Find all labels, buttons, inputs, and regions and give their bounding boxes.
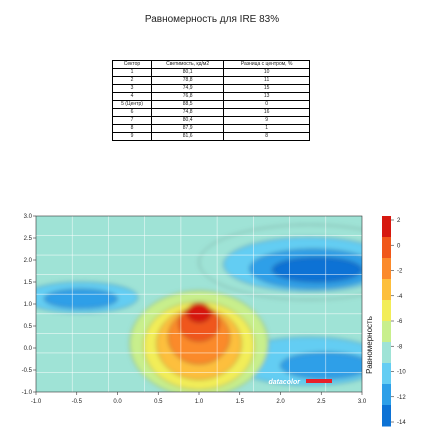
contour-region [272, 257, 362, 283]
colorbar-tick-label: 0 [397, 243, 401, 249]
svg-text:datacolor: datacolor [268, 379, 301, 386]
contour-region [186, 302, 212, 323]
colorbar-swatch [382, 279, 391, 301]
y-tick-label: 2.0 [24, 258, 33, 264]
colorbar-swatch [382, 258, 391, 280]
colorbar: 2 0 -2 -4 -6 -8 -10 -12 -14 [382, 216, 406, 427]
x-tick-label: 1.5 [236, 399, 245, 405]
y-tick-label: -0.5 [22, 368, 33, 374]
colorbar-tick-label: -12 [397, 395, 406, 401]
colorbar-tick-label: -14 [397, 420, 406, 426]
x-tick-label: 0.5 [154, 399, 163, 405]
colorbar-swatch [382, 216, 391, 238]
x-tick-label: 3.0 [358, 399, 367, 405]
y-tick-label: -1.0 [22, 390, 33, 396]
colorbar-label: Равномерность [365, 316, 374, 374]
y-tick-label: 1.0 [24, 302, 33, 308]
x-tick-label: 2.0 [276, 399, 285, 405]
x-tick-label: 2.5 [317, 399, 326, 405]
colorbar-tick-label: -4 [397, 294, 403, 300]
colorbar-tick-label: 2 [397, 218, 401, 224]
page-title: Равномерность для IRE 83% [144, 14, 280, 25]
x-tick-label: -1.0 [31, 399, 42, 405]
table-row: 4 76,8 13 [112, 92, 310, 101]
y-tick-label: 0.0 [24, 346, 33, 352]
y-tick-label: 2.5 [24, 236, 33, 242]
y-axis: 3.0 2.5 2.0 1.5 1.0 0.5 0.0 -0.5 -1.0 [22, 214, 36, 396]
colorbar-swatch [382, 384, 391, 406]
y-tick-label: 3.0 [24, 214, 33, 220]
colorbar-swatch [382, 342, 391, 364]
cell-luminance: 81,6 [150, 132, 225, 141]
colorbar-swatch [382, 321, 391, 343]
colorbar-tick-label: -10 [397, 370, 406, 376]
contour-region [280, 352, 362, 380]
table-row: 9 81,6 8 [112, 132, 310, 141]
colorbar-swatch [382, 237, 391, 259]
x-tick-label: 0.0 [113, 399, 122, 405]
colorbar-tick-label: -8 [397, 344, 403, 350]
colorbar-swatch [382, 405, 391, 427]
y-tick-label: 1.5 [24, 280, 33, 286]
contour-region [43, 288, 118, 309]
heatmap-plot-area: datacolor [36, 216, 362, 392]
x-tick-label: -0.5 [72, 399, 83, 405]
x-axis: -1.0 -0.5 0.0 0.5 1.0 1.5 2.0 2.5 3.0 [31, 392, 367, 405]
colorbar-swatch [382, 363, 391, 385]
colorbar-tick-label: -6 [397, 319, 403, 325]
y-tick-label: 0.5 [24, 324, 33, 330]
uniformity-table: Сектор Светимость, кд/м2 Разница с центр… [112, 60, 310, 141]
cell-difference: 8 [223, 132, 310, 141]
colorbar-swatch [382, 300, 391, 322]
x-tick-label: 1.0 [195, 399, 204, 405]
colorbar-tick-label: -2 [397, 269, 403, 275]
datacolor-watermark: datacolor [268, 379, 332, 386]
